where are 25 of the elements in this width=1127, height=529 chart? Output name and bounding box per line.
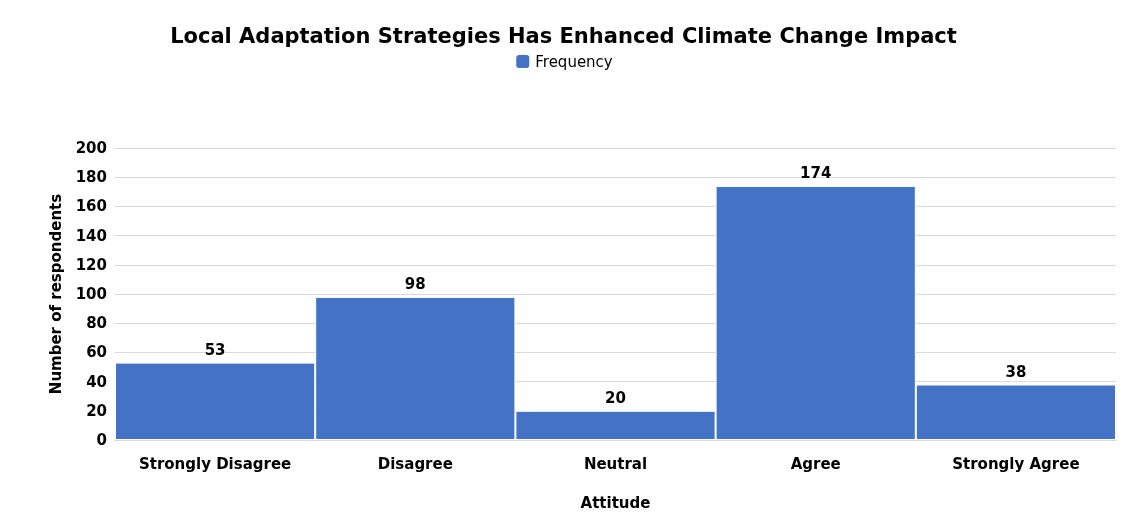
x-tick-label: Agree [790, 454, 841, 473]
y-tick-label: 40 [86, 372, 107, 391]
data-label: 98 [404, 275, 426, 294]
x-tick-label: Strongly Agree [952, 454, 1080, 473]
legend-label: Frequency [535, 52, 613, 71]
y-tick-label: 140 [75, 226, 107, 245]
y-tick-label: 100 [75, 285, 107, 303]
y-tick-label: 200 [75, 139, 107, 157]
x-tick-label: Disagree [377, 454, 453, 473]
y-tick-label: 80 [86, 314, 107, 333]
data-label: 53 [204, 341, 226, 360]
y-tick-label: 60 [86, 343, 107, 362]
x-tick-label: Neutral [583, 454, 648, 473]
y-tick-label: 180 [75, 168, 107, 187]
y-tick-label: 160 [75, 197, 107, 216]
data-label: 20 [605, 389, 626, 408]
data-label: 38 [1005, 363, 1027, 382]
y-axis-title: Number of respondents [46, 193, 65, 395]
y-tick-label: 120 [75, 255, 107, 274]
chart-title: Local Adaptation Strategies Has Enhanced Climate Change Impact [170, 23, 957, 48]
y-tick-label: 20 [86, 401, 107, 420]
data-label: 174 [800, 164, 832, 183]
y-tick-label: 0 [96, 431, 107, 449]
x-tick-label: Strongly Disagree [138, 454, 292, 473]
x-axis-title: Attitude [580, 493, 651, 512]
